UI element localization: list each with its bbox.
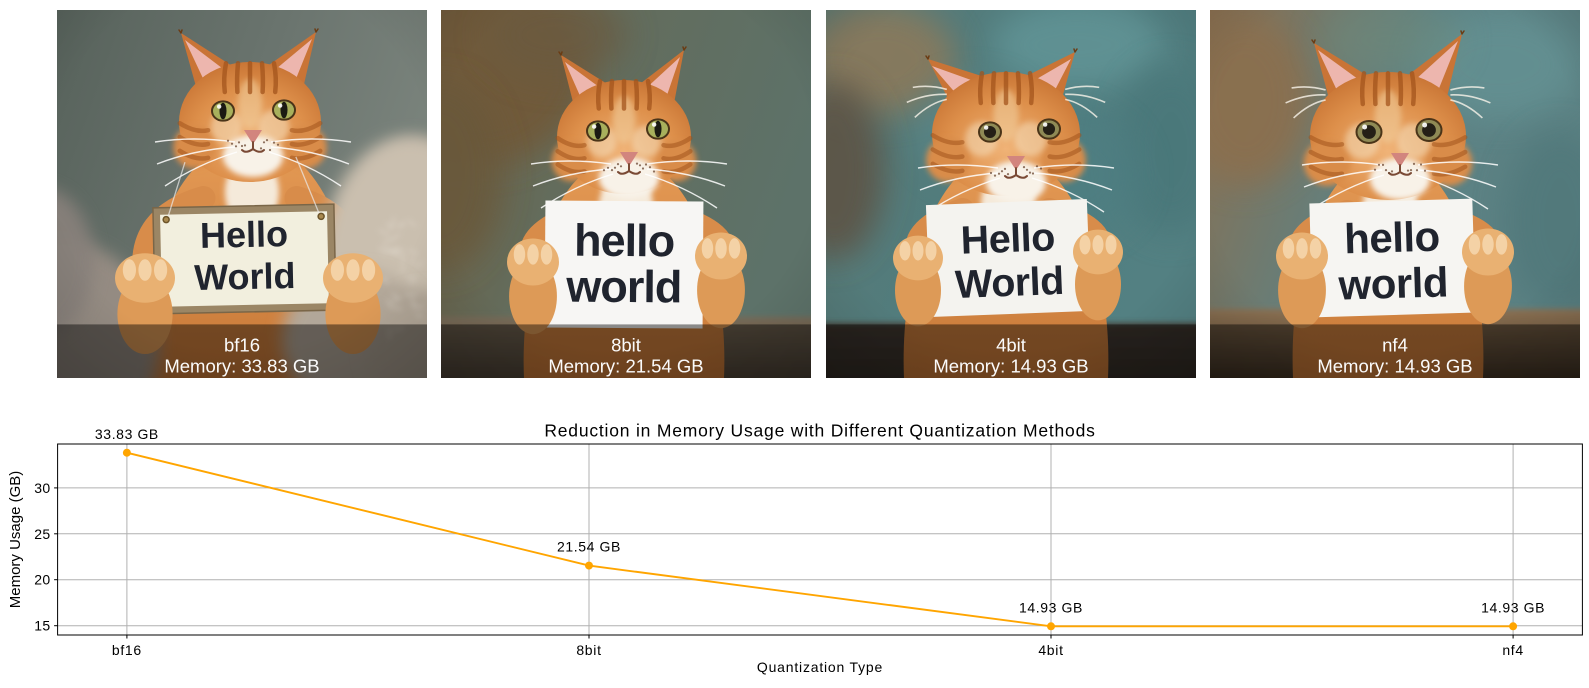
svg-text:8bit: 8bit [611, 335, 641, 356]
svg-text:30: 30 [34, 480, 50, 496]
svg-text:bf16: bf16 [112, 642, 142, 658]
svg-text:4bit: 4bit [1038, 642, 1063, 658]
svg-text:8bit: 8bit [576, 642, 601, 658]
svg-text:nf4: nf4 [1382, 335, 1408, 356]
svg-text:Memory: 14.93 GB: Memory: 14.93 GB [933, 356, 1088, 377]
svg-text:33.83 GB: 33.83 GB [95, 426, 159, 442]
svg-text:14.93 GB: 14.93 GB [1481, 599, 1545, 615]
svg-text:Memory: 33.83 GB: Memory: 33.83 GB [164, 356, 319, 377]
svg-text:Memory Usage (GB): Memory Usage (GB) [7, 471, 24, 609]
svg-text:14.93 GB: 14.93 GB [1019, 599, 1083, 615]
svg-text:20: 20 [34, 572, 50, 588]
svg-text:Quantization Type: Quantization Type [757, 659, 883, 675]
svg-text:nf4: nf4 [1502, 642, 1524, 658]
svg-text:4bit: 4bit [996, 335, 1026, 356]
svg-text:Reduction in Memory Usage with: Reduction in Memory Usage with Different… [544, 421, 1095, 441]
svg-text:25: 25 [34, 526, 50, 542]
svg-text:21.54 GB: 21.54 GB [557, 539, 621, 555]
svg-text:Memory: 21.54 GB: Memory: 21.54 GB [548, 356, 703, 377]
svg-text:15: 15 [34, 618, 50, 634]
svg-text:Memory: 14.93 GB: Memory: 14.93 GB [1317, 356, 1472, 377]
svg-text:bf16: bf16 [224, 335, 260, 356]
